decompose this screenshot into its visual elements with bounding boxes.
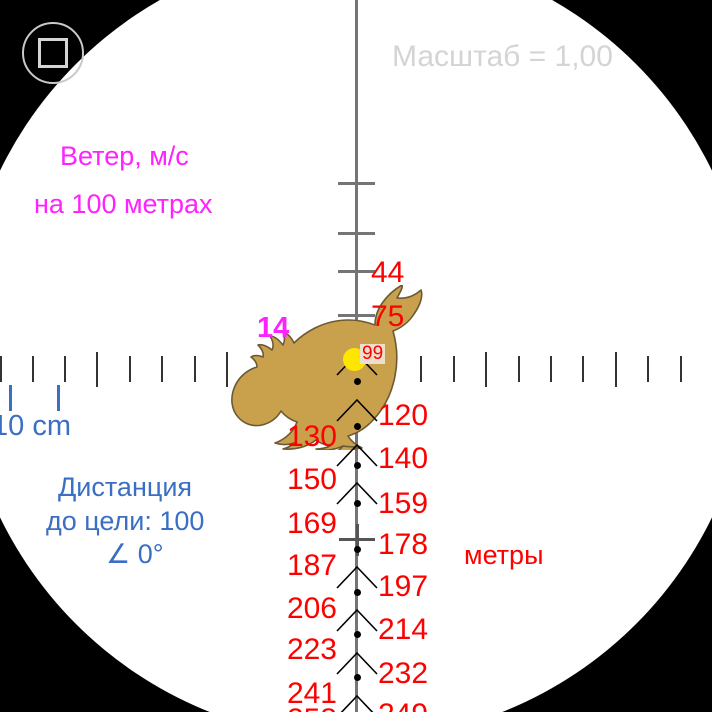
ruler-tick	[680, 356, 682, 382]
wind-label-line1: Ветер, м/с	[60, 141, 189, 171]
crossbar-4	[338, 314, 375, 317]
range-label-right: 249	[378, 698, 428, 712]
ruler-tick	[518, 356, 520, 382]
ruler-tick	[0, 356, 2, 382]
scale-label: Масштаб = 1,00	[392, 40, 613, 73]
ruler-tick	[96, 352, 98, 387]
reticle-chevron	[335, 694, 379, 712]
center-marker-label: 99	[360, 343, 386, 364]
reticle-chevron	[335, 443, 379, 467]
cm-scale-label: 10 cm	[0, 410, 71, 442]
range-label-left-clipped: 258	[287, 703, 337, 712]
ruler-tick	[226, 352, 228, 387]
target-bird-silhouette	[225, 284, 440, 453]
range-label-left: 187	[286, 549, 337, 582]
range-label-right: 214	[378, 613, 429, 646]
reticle-dot	[354, 589, 361, 596]
ruler-tick	[32, 356, 34, 382]
crossbar-1	[338, 182, 375, 185]
distance-label-line1: Дистанция	[58, 472, 193, 502]
reticle-dot	[354, 631, 361, 638]
range-label-right: 140	[378, 442, 429, 475]
range-label-right: 159	[378, 487, 429, 520]
range-label-left: 169	[286, 507, 337, 540]
fullscreen-frame-icon-tr	[53, 38, 68, 53]
range-label-left: 223	[286, 633, 337, 666]
fullscreen-frame-icon	[38, 38, 53, 53]
fullscreen-toggle-button[interactable]	[22, 22, 84, 84]
ruler-tick	[161, 356, 163, 382]
reticle-dot	[354, 462, 361, 469]
crossbar-2	[338, 232, 375, 235]
range-label-left: 150	[286, 463, 337, 496]
reticle-chevron	[335, 651, 379, 675]
reticle-chevron	[335, 565, 379, 589]
reticle-dot	[354, 546, 361, 553]
ruler-tick	[64, 356, 66, 382]
ruler-tick	[129, 356, 131, 382]
range-label-right: 178	[378, 528, 429, 561]
ruler-tick	[550, 356, 552, 382]
reticle-dot	[354, 378, 361, 385]
reticle-dot	[354, 423, 361, 430]
range-label-left: 241	[286, 677, 337, 710]
reticle-chevron	[335, 481, 379, 505]
ruler-tick	[615, 352, 617, 387]
reticle-plus-vertical	[356, 524, 359, 556]
crossbar-3	[338, 270, 375, 273]
crossbar-range-label: 44	[371, 256, 405, 289]
ruler-tick	[420, 356, 422, 382]
reticle-chevron	[335, 608, 379, 632]
range-label-left: 206	[286, 592, 337, 625]
ruler-tick	[582, 356, 584, 382]
range-label-left: 130	[286, 420, 337, 453]
crossbar-range-label: 75	[371, 300, 405, 333]
reticle-dot	[354, 674, 361, 681]
cm-scale-tick	[57, 385, 60, 411]
fullscreen-frame-icon-bl	[38, 53, 53, 68]
range-label-right: 120	[378, 399, 429, 432]
cm-scale-tick	[9, 385, 12, 411]
ruler-tick	[194, 356, 196, 382]
range-label-right: 197	[378, 570, 429, 603]
ruler-tick	[647, 356, 649, 382]
ruler-tick	[485, 352, 487, 387]
distance-label-line2: до цели: 100	[46, 506, 205, 536]
wind-value: 14	[257, 312, 290, 344]
distance-angle-label: ∠ 0°	[106, 539, 164, 569]
range-label-right: 232	[378, 657, 429, 690]
reticle-dot	[354, 500, 361, 507]
reticle-chevron	[335, 398, 379, 422]
ruler-tick	[453, 356, 455, 382]
meters-axis-label: метры	[464, 540, 544, 570]
wind-label-line2: на 100 метрах	[34, 189, 213, 219]
fullscreen-frame-icon-br	[53, 53, 68, 68]
